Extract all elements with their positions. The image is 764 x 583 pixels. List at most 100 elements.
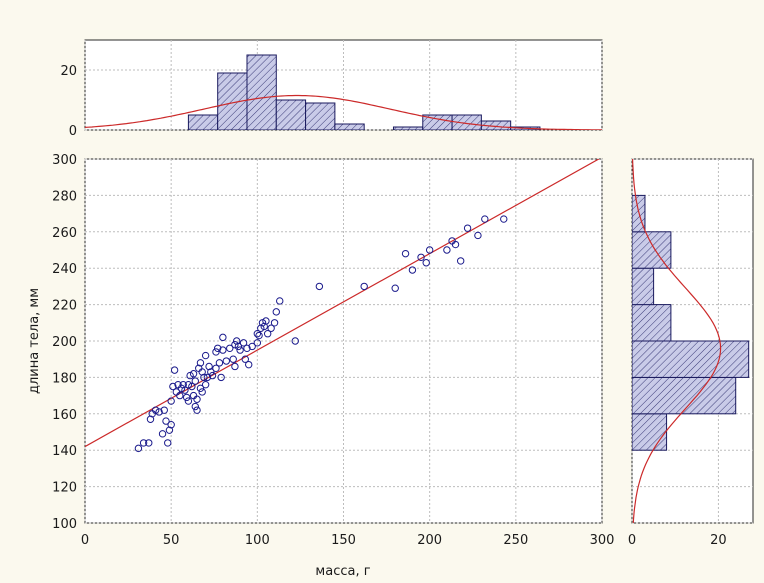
scatter-point xyxy=(231,362,239,371)
histogram-bar xyxy=(632,413,668,451)
scatter-point xyxy=(201,380,210,389)
scatter-point xyxy=(169,382,177,391)
scatter-point xyxy=(201,351,210,360)
x-tick-label: 200 xyxy=(417,533,442,548)
scatter-point xyxy=(229,355,237,363)
right-histogram-x-ticks: 0 20 xyxy=(628,533,727,548)
x-tick-label: 0 xyxy=(81,533,89,548)
scatter-point xyxy=(425,246,434,254)
x-tick-label: 50 xyxy=(163,533,180,548)
scatter-point xyxy=(191,377,199,385)
scatter-point xyxy=(181,386,189,394)
scatter-point xyxy=(481,215,489,223)
scatter-point xyxy=(215,359,224,367)
scatter-point xyxy=(463,224,472,232)
y-tick-label: 100 xyxy=(52,517,77,532)
scatter-point xyxy=(276,297,284,305)
scatter-point xyxy=(401,249,410,258)
top-histogram-y-ticks: 0 20 xyxy=(60,64,77,139)
scatter-point xyxy=(272,308,280,316)
y-axis-title: длина тела, мм xyxy=(27,288,42,394)
scatter-point xyxy=(213,344,222,352)
y-tick-label: 300 xyxy=(52,153,77,168)
scatter-point xyxy=(422,259,430,267)
scatter-point xyxy=(184,380,193,389)
y-tick-label: 200 xyxy=(52,335,77,350)
scatter-point xyxy=(417,253,425,261)
scatter-point xyxy=(257,324,265,332)
histogram-bar xyxy=(305,102,336,130)
scatter-point xyxy=(193,395,201,403)
scatter-point xyxy=(232,337,241,345)
scatter-point xyxy=(167,421,175,429)
scatter-point xyxy=(196,384,205,393)
right-histogram-normal-curve xyxy=(632,159,722,523)
scatter-point xyxy=(170,366,179,374)
scatter-point xyxy=(263,330,272,338)
scatter-point xyxy=(222,357,231,365)
scatter-point xyxy=(182,393,191,402)
histogram-bar xyxy=(246,54,277,130)
scatter-point xyxy=(260,322,268,331)
scatter-point xyxy=(212,348,220,356)
scatter-point xyxy=(200,373,208,382)
histogram-bar xyxy=(632,340,750,378)
scatter-point xyxy=(193,406,201,414)
x-tick-label: 300 xyxy=(590,533,615,548)
y-tick-label: 240 xyxy=(52,262,77,277)
right-histogram-tick-label: 0 xyxy=(628,533,636,548)
scatter-point xyxy=(443,246,451,254)
scatter-point xyxy=(191,402,199,411)
scatter-point xyxy=(253,339,262,347)
scatter-point xyxy=(196,359,205,367)
x-tick-label: 150 xyxy=(331,533,356,548)
y-tick-label: 280 xyxy=(52,189,77,204)
scatter-point xyxy=(165,426,174,434)
scatter-point xyxy=(179,380,187,389)
top-histogram-normal-curve xyxy=(85,94,602,130)
scatter-point xyxy=(189,370,198,378)
scatter-point xyxy=(234,342,243,351)
scatter-point xyxy=(134,444,143,453)
histogram-bar xyxy=(334,123,365,130)
histogram-bar xyxy=(632,231,672,269)
right-histogram-tick-label: 20 xyxy=(710,533,727,548)
scatter-point xyxy=(291,337,299,345)
scatter-points xyxy=(134,215,508,453)
x-tick-label: 100 xyxy=(245,533,270,548)
scatter-point xyxy=(262,317,270,325)
x-tick-label: 250 xyxy=(503,533,528,548)
scatter-point xyxy=(203,373,212,382)
scatter-point xyxy=(217,373,225,382)
scatter-point xyxy=(360,282,368,291)
scatter-point xyxy=(451,240,460,249)
scatter-point xyxy=(500,215,508,223)
scatter-point xyxy=(391,284,399,292)
scatter-point xyxy=(145,439,153,447)
top-histogram-tick-label: 0 xyxy=(69,124,77,139)
scatter-point xyxy=(208,371,217,380)
scatter-point xyxy=(248,342,256,351)
scatter-point xyxy=(267,324,275,332)
scatter-point xyxy=(236,346,244,354)
scatter-point xyxy=(155,408,163,416)
scatter-point xyxy=(241,355,249,363)
y-tick-label: 160 xyxy=(52,408,77,423)
scatter-point xyxy=(158,430,167,438)
scatter-point xyxy=(231,340,239,349)
scatter-point xyxy=(226,344,234,352)
scatter-point xyxy=(219,346,227,354)
histogram-bar xyxy=(392,126,424,130)
scatter-point xyxy=(160,406,168,414)
y-tick-label: 140 xyxy=(52,444,77,459)
scatter-point xyxy=(253,330,262,338)
scatter-point xyxy=(255,331,263,340)
top-histogram: 0 20 xyxy=(60,39,603,139)
scatter-point xyxy=(456,257,465,265)
y-tick-label: 180 xyxy=(52,371,77,386)
y-tick-label: 120 xyxy=(52,481,77,496)
scatter-grid xyxy=(84,158,603,524)
scatter-point xyxy=(151,406,160,414)
scatter-point xyxy=(315,282,324,291)
